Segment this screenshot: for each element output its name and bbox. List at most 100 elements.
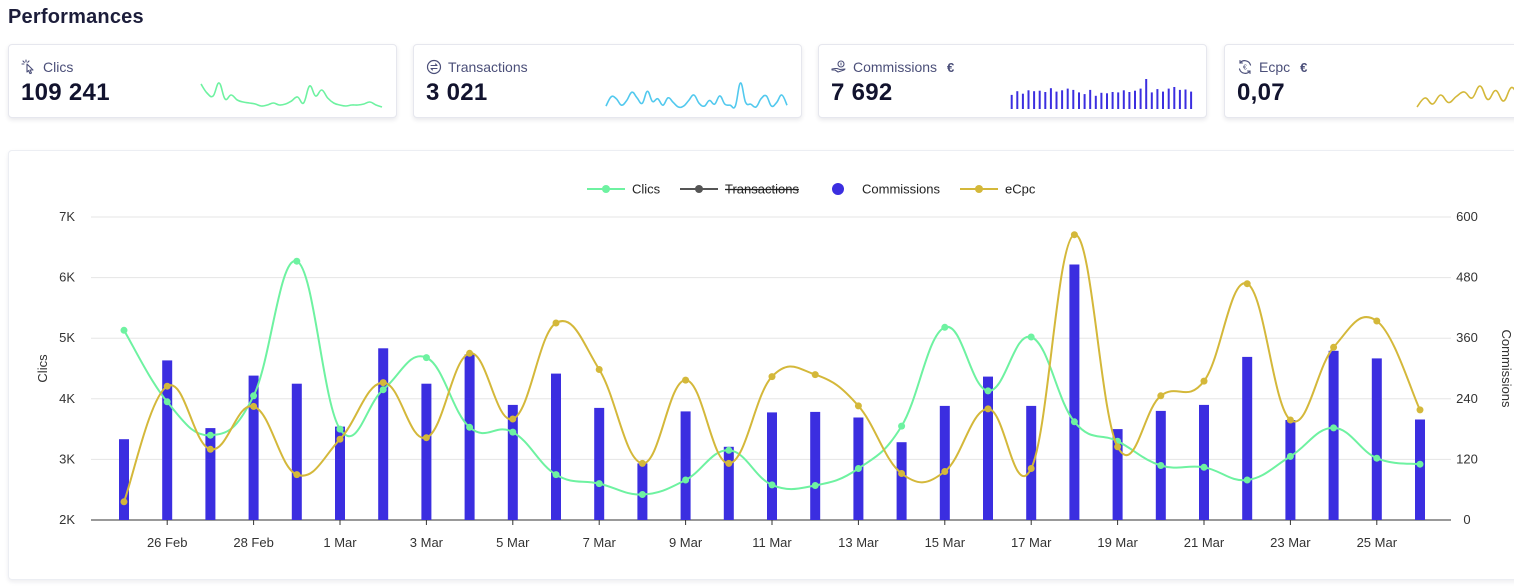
clics-point [250, 392, 258, 400]
kpi-unit: € [947, 59, 955, 75]
ecpc-point [379, 379, 387, 387]
sparkline-bar [1156, 89, 1159, 109]
commissions-bar [1328, 350, 1339, 520]
clics-point [422, 354, 430, 362]
commissions-bar [551, 373, 561, 520]
ecpc-point [206, 445, 214, 453]
ecpc-point [509, 415, 517, 423]
commissions-bar [248, 375, 259, 520]
kpi-label: Commissions [853, 59, 938, 75]
ecpc-point [1027, 465, 1035, 472]
sparkline-bar [1066, 88, 1069, 109]
commissions-bar [1415, 419, 1425, 520]
x-tick-label: 7 Mar [583, 535, 617, 550]
exchange-icon [426, 59, 442, 75]
kpi-card-clics[interactable]: Clics 109 241 [8, 44, 397, 118]
commissions-bar [464, 354, 475, 520]
clics-point [1243, 476, 1251, 484]
sparkline-bar [1083, 94, 1086, 109]
commissions-bar [507, 404, 518, 520]
y-right-axis-title: Commissions [1499, 329, 1514, 408]
legend-label: Clics [632, 182, 661, 197]
clics-point [293, 257, 301, 265]
legend-marker [602, 185, 610, 193]
ecpc-point [984, 405, 992, 413]
clics-point [163, 398, 171, 406]
ecpc-point [1157, 392, 1165, 400]
kpi-value: 109 241 [21, 79, 110, 106]
ecpc-point [120, 498, 128, 506]
kpi-sparkline [1416, 85, 1514, 108]
legend-marker [975, 185, 983, 193]
clics-point [638, 491, 646, 498]
commissions-bar [594, 407, 605, 520]
sparkline-bar [1016, 91, 1019, 109]
sparkline-line [200, 82, 383, 108]
sparkline-bar [1061, 90, 1064, 109]
ecpc-point [552, 319, 560, 327]
legend-item-transactions[interactable]: Transactions [680, 182, 799, 197]
sparkline-bar [1122, 90, 1125, 109]
sparkline-bar [1027, 90, 1030, 109]
sparkline-bar [1134, 90, 1136, 109]
clics-point [984, 387, 992, 395]
sparkline-bar [1044, 92, 1047, 109]
kpi-card-commissions[interactable]: Commissions € 7 692 [818, 44, 1207, 118]
clics-point [379, 386, 387, 394]
clics-point [552, 471, 560, 479]
y-left-tick-label: 6K [59, 270, 75, 285]
svg-text:€: € [1243, 65, 1247, 72]
commissions-bar [680, 411, 691, 520]
sparkline-bar [1010, 94, 1013, 109]
clics-point [509, 428, 517, 436]
sparkline-bar [1150, 92, 1153, 109]
legend-marker [695, 185, 703, 193]
ecpc-point [250, 402, 258, 410]
sparkline-bar [1038, 90, 1041, 109]
clics-point [336, 425, 344, 433]
clics-point [1027, 333, 1035, 341]
commissions-bar [810, 411, 821, 520]
ecpc-point [682, 376, 690, 384]
sparkline-bar [1106, 93, 1108, 109]
ecpc-point [163, 382, 171, 390]
kpi-card-ecpc[interactable]: € Ecpc € 0,07 [1224, 44, 1514, 118]
sparkline-bar [1184, 89, 1187, 109]
sparkline-bar [1100, 92, 1103, 109]
y-left-tick-label: 5K [59, 330, 75, 345]
clics-point [1157, 462, 1165, 469]
commissions-bar [1069, 264, 1080, 520]
legend-item-ecpc[interactable]: eCpc [960, 182, 1036, 197]
sparkline-bar [1111, 92, 1114, 109]
ecpc-point [1070, 231, 1078, 239]
kpi-card-transactions[interactable]: Transactions 3 021 [413, 44, 802, 118]
legend-item-clics[interactable]: Clics [587, 182, 661, 197]
ecpc-point [725, 459, 733, 467]
x-tick-label: 5 Mar [496, 535, 530, 550]
legend-item-commissions[interactable]: Commissions [832, 182, 941, 197]
y-right-tick-label: 360 [1456, 330, 1478, 345]
x-tick-label: 15 Mar [925, 535, 966, 550]
commissions-bar [1026, 405, 1037, 520]
legend-label: Transactions [725, 182, 799, 197]
sparkline-bar [1049, 88, 1052, 109]
y-right-tick-label: 600 [1456, 209, 1478, 224]
commissions-bar [983, 376, 993, 520]
sparkline-bar [1139, 88, 1142, 109]
clics-point [1070, 418, 1078, 426]
x-tick-label: 25 Mar [1357, 535, 1398, 550]
commissions-bar [896, 442, 907, 520]
kpi-label: Transactions [448, 59, 528, 75]
ecpc-line [123, 233, 1421, 503]
ecpc-point [1373, 317, 1381, 325]
ecpc-point [768, 373, 776, 381]
ecpc-point [854, 402, 862, 410]
chart-legend: Clics Transactions Commissions eCpc [587, 182, 1036, 197]
kpi-label: Clics [43, 59, 74, 75]
clics-point [595, 480, 603, 488]
kpi-value: 7 692 [831, 79, 893, 106]
ecpc-point [941, 468, 949, 475]
clics-point [725, 446, 733, 454]
sparkline-bar [1089, 89, 1092, 109]
